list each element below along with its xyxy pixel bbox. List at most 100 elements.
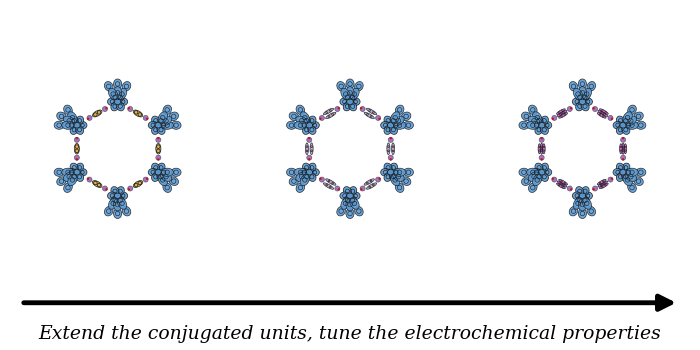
- Circle shape: [552, 118, 554, 120]
- Circle shape: [76, 158, 78, 161]
- Ellipse shape: [597, 179, 606, 185]
- Circle shape: [360, 188, 363, 190]
- Ellipse shape: [111, 102, 119, 111]
- Circle shape: [308, 158, 311, 161]
- Ellipse shape: [626, 121, 638, 129]
- Ellipse shape: [159, 121, 169, 129]
- Ellipse shape: [519, 121, 529, 129]
- Ellipse shape: [76, 116, 83, 125]
- Ellipse shape: [108, 88, 118, 100]
- Ellipse shape: [578, 198, 587, 211]
- Ellipse shape: [617, 163, 624, 172]
- Ellipse shape: [294, 121, 307, 129]
- Ellipse shape: [157, 116, 165, 125]
- Ellipse shape: [624, 168, 634, 176]
- Ellipse shape: [387, 143, 390, 155]
- Circle shape: [539, 155, 544, 160]
- Circle shape: [608, 177, 613, 182]
- Ellipse shape: [540, 125, 548, 134]
- Ellipse shape: [308, 163, 316, 172]
- Circle shape: [592, 107, 595, 109]
- Circle shape: [105, 188, 108, 190]
- Ellipse shape: [346, 79, 354, 89]
- Circle shape: [376, 177, 381, 182]
- Ellipse shape: [364, 112, 374, 119]
- Ellipse shape: [337, 82, 346, 91]
- Ellipse shape: [341, 198, 350, 209]
- Ellipse shape: [343, 92, 351, 102]
- Circle shape: [592, 106, 598, 112]
- Circle shape: [308, 137, 311, 139]
- Ellipse shape: [294, 168, 307, 176]
- Ellipse shape: [620, 122, 626, 128]
- Ellipse shape: [578, 86, 587, 99]
- Ellipse shape: [309, 121, 319, 129]
- Ellipse shape: [540, 163, 548, 172]
- Ellipse shape: [384, 163, 392, 172]
- Ellipse shape: [393, 121, 406, 129]
- Ellipse shape: [158, 112, 167, 123]
- Ellipse shape: [403, 168, 414, 176]
- Ellipse shape: [74, 170, 80, 175]
- Circle shape: [102, 106, 108, 112]
- Ellipse shape: [625, 172, 636, 181]
- Ellipse shape: [617, 125, 624, 134]
- Ellipse shape: [349, 102, 357, 111]
- Circle shape: [376, 116, 381, 120]
- Ellipse shape: [116, 92, 125, 102]
- Ellipse shape: [118, 198, 127, 209]
- Ellipse shape: [556, 109, 566, 114]
- Circle shape: [156, 137, 161, 142]
- Circle shape: [146, 118, 148, 120]
- Ellipse shape: [387, 170, 394, 175]
- Circle shape: [335, 186, 340, 191]
- Ellipse shape: [573, 198, 582, 209]
- Ellipse shape: [104, 82, 113, 91]
- Ellipse shape: [343, 102, 351, 111]
- Circle shape: [552, 177, 554, 180]
- Circle shape: [570, 107, 573, 109]
- Ellipse shape: [343, 196, 351, 205]
- Circle shape: [389, 158, 392, 161]
- Ellipse shape: [617, 172, 624, 181]
- Ellipse shape: [598, 111, 608, 117]
- Ellipse shape: [163, 183, 172, 193]
- Ellipse shape: [540, 116, 548, 125]
- Ellipse shape: [557, 111, 567, 117]
- Ellipse shape: [582, 88, 592, 100]
- Ellipse shape: [393, 168, 406, 176]
- Ellipse shape: [289, 177, 299, 186]
- Ellipse shape: [613, 168, 623, 176]
- Circle shape: [156, 155, 161, 160]
- Circle shape: [76, 137, 78, 139]
- Ellipse shape: [349, 196, 357, 205]
- Ellipse shape: [340, 98, 349, 106]
- Ellipse shape: [575, 187, 584, 196]
- Ellipse shape: [337, 206, 346, 216]
- Ellipse shape: [76, 125, 83, 134]
- Ellipse shape: [403, 121, 414, 129]
- Circle shape: [157, 158, 160, 161]
- Circle shape: [608, 116, 613, 120]
- Ellipse shape: [116, 102, 125, 111]
- Ellipse shape: [74, 122, 80, 128]
- Ellipse shape: [573, 192, 582, 199]
- Ellipse shape: [116, 196, 125, 205]
- Ellipse shape: [163, 105, 172, 115]
- Circle shape: [87, 177, 92, 182]
- Ellipse shape: [623, 112, 632, 123]
- Ellipse shape: [622, 172, 630, 181]
- Ellipse shape: [393, 172, 404, 181]
- Ellipse shape: [617, 116, 624, 125]
- Ellipse shape: [296, 105, 304, 115]
- Ellipse shape: [581, 102, 589, 111]
- Ellipse shape: [152, 172, 160, 181]
- Circle shape: [552, 177, 556, 182]
- Ellipse shape: [351, 98, 360, 106]
- Ellipse shape: [152, 116, 160, 125]
- Ellipse shape: [302, 163, 311, 172]
- Circle shape: [307, 155, 312, 160]
- Ellipse shape: [581, 196, 589, 205]
- Ellipse shape: [559, 179, 568, 185]
- Circle shape: [592, 188, 595, 190]
